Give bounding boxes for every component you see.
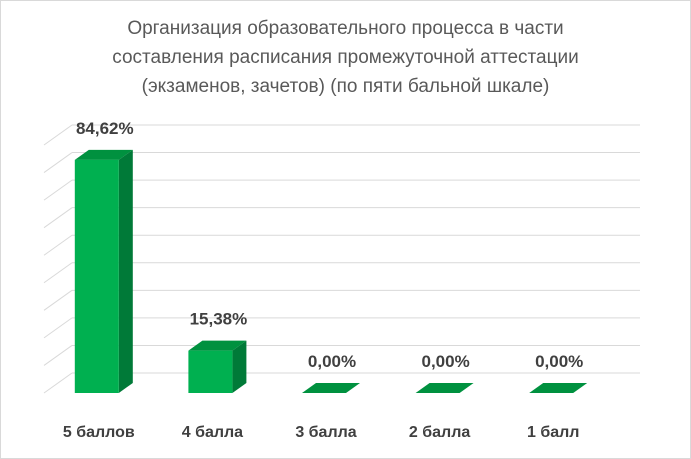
data-label: 0,00% bbox=[421, 352, 469, 371]
bar bbox=[302, 383, 360, 393]
category-label: 4 балла bbox=[182, 424, 243, 441]
bar-top-face bbox=[529, 383, 588, 393]
category-label: 2 балла bbox=[409, 424, 470, 441]
gridline-side bbox=[43, 289, 73, 311]
data-label: 15,38% bbox=[190, 310, 248, 329]
data-label: 0,00% bbox=[308, 352, 356, 371]
gridline-side bbox=[43, 234, 73, 256]
data-label: 84,62% bbox=[76, 119, 134, 138]
data-labels: 84,62% 15,38% 0,00% 0,00% 0,00% bbox=[76, 119, 583, 371]
category-label: 1 балл bbox=[527, 424, 579, 441]
gridline-side bbox=[43, 317, 73, 339]
category-labels: 5 баллов 4 балла 3 балла 2 балла 1 балл bbox=[63, 424, 580, 441]
category-label: 5 баллов bbox=[63, 424, 135, 441]
gridline-side bbox=[43, 262, 73, 284]
bar bbox=[74, 149, 133, 393]
gridline-side bbox=[43, 152, 73, 173]
bar bbox=[415, 383, 474, 393]
bar-top-face bbox=[415, 383, 474, 393]
bar-top-face bbox=[188, 340, 247, 351]
bar bbox=[188, 340, 247, 393]
gridline-side bbox=[43, 207, 73, 229]
bar-front-face bbox=[74, 159, 119, 393]
chart-title-line-3: (экзаменов, зачетов) (по пяти бальной шк… bbox=[141, 76, 550, 97]
data-label: 0,00% bbox=[535, 352, 583, 371]
gridlines bbox=[43, 124, 640, 394]
bar-front-face bbox=[188, 350, 233, 393]
chart-title-line-2: составления расписания промежуточной атт… bbox=[112, 47, 579, 68]
gridline-side bbox=[43, 345, 73, 366]
bar bbox=[529, 383, 588, 393]
bar-top-face bbox=[74, 149, 133, 160]
gridline-side bbox=[43, 372, 73, 394]
chart-title-line-1: Организация образовательного процесса в … bbox=[127, 18, 564, 39]
bar-top-face bbox=[302, 383, 360, 393]
bars bbox=[74, 149, 588, 393]
bar-side-face bbox=[232, 340, 247, 393]
gridline-side bbox=[43, 124, 73, 146]
bar-side-face bbox=[118, 149, 133, 393]
gridline-side bbox=[43, 179, 73, 201]
category-label: 3 балла bbox=[295, 424, 356, 441]
chart-title: Организация образовательного процесса в … bbox=[0, 14, 691, 101]
